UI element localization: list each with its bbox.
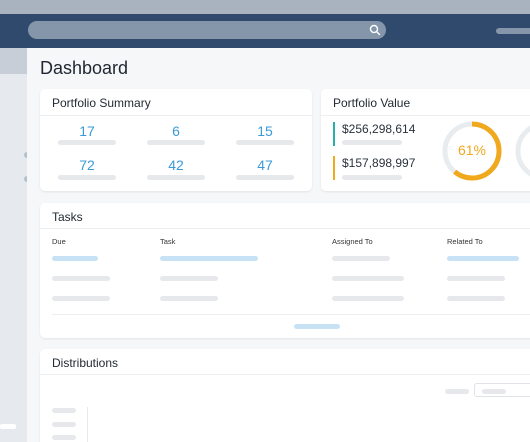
browser-top-bar xyxy=(0,0,530,14)
search-icon[interactable] xyxy=(368,23,382,37)
stat-caption xyxy=(236,140,294,145)
stat-caption xyxy=(236,175,294,180)
task-due-cell xyxy=(52,276,110,281)
task-related-cell xyxy=(447,296,505,301)
distributions-card xyxy=(40,349,530,442)
summary-stat[interactable]: 72 xyxy=(79,157,95,173)
stat-caption xyxy=(58,140,116,145)
task-due-cell[interactable] xyxy=(52,256,98,261)
task-assigned-cell xyxy=(332,276,404,281)
task-related-cell xyxy=(447,276,505,281)
stat-caption xyxy=(58,175,116,180)
card-divider xyxy=(321,115,530,116)
card-divider xyxy=(40,374,530,375)
sidebar-footer-item[interactable] xyxy=(0,424,16,429)
view-all-tasks-link[interactable] xyxy=(294,324,340,329)
summary-stat[interactable]: 17 xyxy=(79,123,95,139)
value-caption xyxy=(342,175,402,180)
search-input[interactable] xyxy=(28,21,386,39)
page-title: Dashboard xyxy=(40,58,129,78)
task-name-cell[interactable] xyxy=(160,256,258,261)
summary-stat[interactable]: 47 xyxy=(257,157,273,173)
chart-label xyxy=(52,435,76,440)
portfolio-summary-title: Portfolio Summary xyxy=(52,96,151,110)
sidebar-active-item[interactable] xyxy=(0,48,27,74)
portfolio-value-secondary: $157,898,997 xyxy=(342,156,416,170)
value-legend-marker xyxy=(333,156,335,180)
task-related-cell[interactable] xyxy=(447,256,519,261)
gauge-donut xyxy=(442,121,502,181)
gauge-arc xyxy=(442,121,502,181)
secondary-gauge xyxy=(515,125,530,177)
chart-label xyxy=(52,422,76,427)
select-value-placeholder xyxy=(482,389,506,394)
card-divider xyxy=(40,115,312,116)
summary-stat[interactable]: 15 xyxy=(257,123,273,139)
value-caption xyxy=(342,140,402,145)
distributions-filter-label xyxy=(445,389,469,394)
portfolio-value-title: Portfolio Value xyxy=(333,96,411,110)
gauge-percent: 61% xyxy=(457,142,487,158)
summary-stat[interactable]: 6 xyxy=(172,123,180,139)
column-header-assigned-to[interactable]: Assigned To xyxy=(332,237,373,246)
stat-caption xyxy=(147,140,205,145)
header-user-menu[interactable] xyxy=(496,28,530,34)
column-header-task[interactable]: Task xyxy=(160,237,176,246)
summary-stat[interactable]: 42 xyxy=(168,157,184,173)
distributions-title: Distributions xyxy=(52,356,119,370)
column-header-due[interactable]: Due xyxy=(52,237,66,246)
portfolio-value-primary: $256,298,614 xyxy=(342,122,416,136)
task-name-cell xyxy=(160,296,218,301)
card-divider xyxy=(40,228,530,229)
task-name-cell xyxy=(160,276,218,281)
sidebar xyxy=(0,48,27,442)
value-legend-marker xyxy=(333,122,335,146)
task-assigned-cell xyxy=(332,296,404,301)
tasks-card xyxy=(40,203,530,338)
column-header-related-to[interactable]: Related To xyxy=(447,237,483,246)
stat-caption xyxy=(147,175,205,180)
tasks-title: Tasks xyxy=(52,210,83,224)
task-assigned-cell xyxy=(332,256,390,261)
chart-axis xyxy=(87,407,88,442)
table-divider xyxy=(52,314,530,315)
task-due-cell xyxy=(52,296,110,301)
chart-label xyxy=(52,408,76,413)
